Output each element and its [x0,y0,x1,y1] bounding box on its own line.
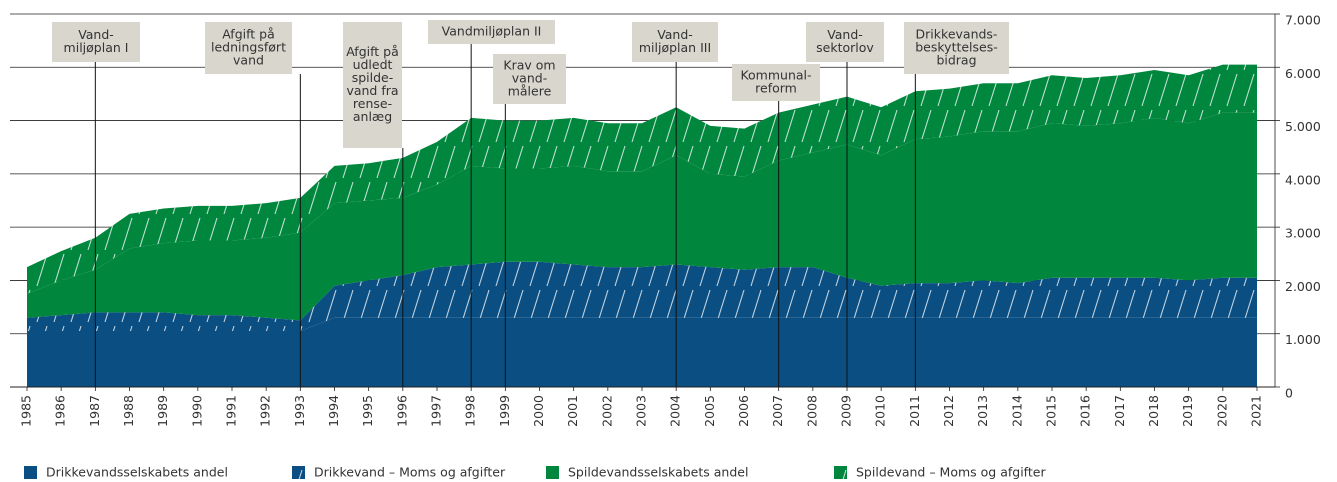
y-tick-label: 3.000 [1285,226,1321,241]
x-tick-label: 1994 [326,395,341,427]
annotation-text: anlæg [353,109,392,124]
y-tick-label: 0 [1285,386,1293,401]
annotation-text: Afgift på [346,44,399,59]
y-tick-label: 1.000 [1285,332,1321,347]
area [27,112,1257,321]
annotation-text: beskyttelses- [915,40,998,55]
legend-swatch [24,466,37,479]
annotation-text: Kommunal- [740,68,811,83]
x-tick-label: 1997 [429,395,444,427]
x-tick-label: 1992 [258,395,273,427]
annotation-text: ledningsført [211,40,286,55]
annotation-text: miljøplan I [64,40,129,55]
annotation-text: vand [233,53,264,68]
x-tick-label: 2002 [599,395,614,427]
x-tick-label: 2008 [804,395,819,427]
annotation-text: vand fra [346,83,398,98]
x-tick-label: 2011 [907,395,922,427]
annotation-text: Afgift på [222,27,275,42]
annotation-text: sektorlov [816,40,874,55]
annotation-text: vand- [512,71,547,86]
x-tick-label: 2003 [634,395,649,427]
x-tick-label: 1989 [155,395,170,427]
area [27,317,1257,387]
annotation-box [52,22,140,62]
x-tick-label: 2018 [1146,395,1161,427]
annotation-text: bidrag [936,53,976,68]
annotation-text: Drikkevands- [916,27,998,42]
annotation-text: Krav om [503,58,555,73]
x-tick-label: 1993 [292,395,307,427]
x-tick-label: 2013 [975,395,990,427]
x-tick-label: 1999 [497,395,512,427]
annotation-text: målere [508,84,552,99]
x-tick-label: 2021 [1249,395,1264,427]
annotation-box [632,22,718,62]
y-tick-label: 4.000 [1285,172,1321,187]
annotation-box [806,22,884,62]
annotation-text: udledt [353,57,393,72]
x-tick-label: 2019 [1180,395,1195,427]
annotation-box [205,22,292,74]
legend-label: Drikkevand – Moms og afgifter [314,465,506,480]
annotation-box [493,54,566,104]
x-tick-label: 2020 [1214,395,1229,427]
x-tick-label: 2005 [702,395,717,427]
x-tick-label: 1996 [394,395,409,427]
annotation-text: miljøplan III [639,40,711,55]
x-tick-label: 1987 [87,395,102,427]
x-tick-label: 2015 [1044,395,1059,427]
y-tick-label: 2.000 [1285,279,1321,294]
legend-swatch [546,466,559,479]
annotation-box [732,64,820,101]
x-tick-label: 2001 [565,395,580,427]
y-tick-label: 5.000 [1285,119,1321,134]
annotation-text: spilde- [352,70,394,85]
annotation-text: reform [755,81,797,96]
annotation-box [904,22,1009,74]
annotation-text: Vand- [78,27,114,42]
legend-swatch [834,466,847,479]
legend-label: Spildevandsselskabets andel [568,465,748,480]
annotation-box [428,20,555,44]
legend-swatch [292,466,305,479]
x-tick-label: 2012 [941,395,956,427]
y-tick-label: 7.000 [1285,13,1321,28]
x-tick-label: 2016 [1078,395,1093,427]
x-tick-label: 1998 [463,395,478,427]
x-tick-label: 2004 [668,395,683,427]
x-tick-label: 2000 [531,395,546,427]
area [27,64,1257,294]
legend-label: Spildevand – Moms og afgifter [856,465,1046,480]
x-tick-label: 1991 [224,395,239,427]
y-tick-label: 6.000 [1285,66,1321,81]
x-tick-label: 1990 [189,395,204,427]
annotation-text: Vand- [827,27,863,42]
x-tick-label: 2007 [770,395,785,427]
x-tick-label: 1995 [360,395,375,427]
x-tick-label: 2014 [1009,395,1024,427]
annotation-text: rense- [353,96,392,111]
x-tick-label: 2009 [839,395,854,427]
annotation-box [343,22,402,148]
x-tick-label: 2010 [873,395,888,427]
x-tick-label: 1988 [121,395,136,427]
x-tick-label: 1986 [53,395,68,427]
annotation-text: Vand- [657,27,693,42]
x-tick-label: 2017 [1112,395,1127,427]
x-tick-label: 1985 [19,395,34,427]
x-tick-label: 2006 [736,395,751,427]
annotation-text: Vandmiljøplan II [442,24,542,39]
legend-label: Drikkevandsselskabets andel [46,465,228,480]
area [27,261,1257,332]
